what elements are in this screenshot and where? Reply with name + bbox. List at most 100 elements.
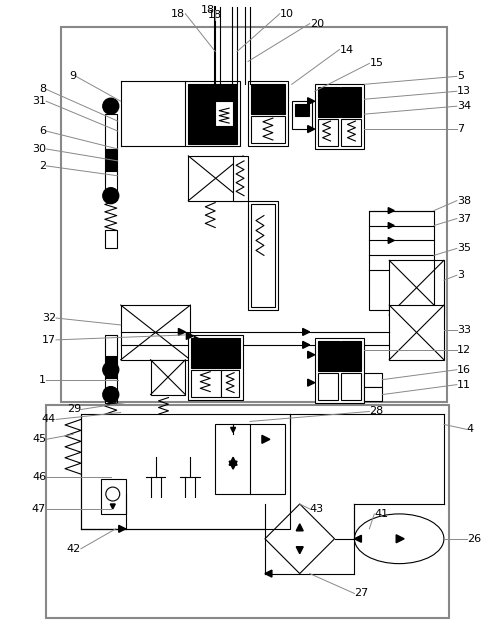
Polygon shape (194, 336, 201, 343)
Text: 4: 4 (466, 424, 473, 435)
Circle shape (103, 362, 119, 378)
Text: 12: 12 (456, 345, 470, 355)
Bar (215, 101, 232, 126)
Text: 5: 5 (456, 72, 463, 81)
Text: 34: 34 (456, 101, 470, 111)
Text: 18: 18 (171, 9, 185, 19)
Polygon shape (228, 461, 236, 469)
Bar (105, 335, 117, 356)
Polygon shape (302, 341, 309, 348)
Polygon shape (230, 427, 235, 433)
Bar (188, 84, 236, 144)
Text: 35: 35 (456, 243, 470, 254)
Polygon shape (110, 504, 115, 509)
Text: 9: 9 (69, 72, 76, 81)
Bar (191, 370, 221, 397)
Polygon shape (302, 328, 309, 335)
Polygon shape (178, 328, 185, 335)
Text: 27: 27 (354, 589, 368, 599)
Bar (364, 373, 381, 387)
Polygon shape (387, 222, 393, 229)
Bar (185, 81, 239, 146)
Text: 3: 3 (456, 270, 463, 281)
Text: 45: 45 (32, 435, 46, 444)
Bar (341, 88, 361, 117)
Bar (215, 424, 284, 494)
Bar (105, 231, 117, 249)
Bar (314, 338, 364, 403)
Polygon shape (387, 208, 393, 213)
Text: 20: 20 (309, 19, 323, 29)
Text: 32: 32 (42, 313, 56, 323)
Polygon shape (354, 535, 361, 543)
Text: 26: 26 (466, 534, 480, 544)
Polygon shape (262, 435, 270, 443)
Bar (317, 88, 339, 117)
Text: 18: 18 (201, 4, 215, 15)
Text: 10: 10 (279, 9, 293, 19)
Bar (150, 360, 185, 394)
Bar (247, 81, 287, 146)
Text: 6: 6 (39, 126, 46, 136)
Bar (247, 201, 277, 310)
Bar (388, 260, 443, 315)
Bar (232, 156, 247, 201)
Bar (341, 373, 361, 399)
Bar (294, 104, 308, 116)
Text: 30: 30 (32, 144, 46, 154)
Bar (317, 373, 337, 399)
Text: 13: 13 (456, 86, 470, 96)
Text: 47: 47 (32, 504, 46, 514)
Bar (364, 387, 381, 401)
Bar (250, 84, 284, 114)
Bar (317, 119, 337, 146)
Text: 31: 31 (32, 96, 46, 106)
Text: 41: 41 (374, 509, 388, 519)
Bar (221, 370, 238, 397)
Bar (105, 378, 117, 403)
Text: 17: 17 (42, 335, 56, 345)
Text: 38: 38 (456, 196, 470, 206)
Text: 14: 14 (339, 45, 353, 54)
Text: 8: 8 (39, 84, 46, 95)
Polygon shape (307, 126, 314, 132)
Bar (105, 114, 117, 149)
Text: 33: 33 (456, 325, 470, 335)
Text: 16: 16 (456, 365, 470, 374)
Text: 1: 1 (39, 374, 46, 385)
Text: 44: 44 (42, 415, 56, 424)
Text: 37: 37 (456, 213, 470, 224)
Bar (120, 305, 190, 360)
Polygon shape (296, 524, 303, 531)
Circle shape (103, 387, 119, 403)
Bar (250, 204, 275, 307)
Polygon shape (296, 547, 303, 554)
Bar (317, 341, 339, 371)
Bar (188, 335, 242, 399)
Polygon shape (307, 98, 314, 105)
Text: 11: 11 (456, 380, 470, 390)
Bar (341, 341, 361, 371)
Bar (188, 156, 242, 201)
Bar (46, 404, 448, 619)
Circle shape (103, 98, 119, 114)
Polygon shape (228, 458, 236, 465)
Polygon shape (186, 332, 193, 339)
Text: 7: 7 (456, 124, 463, 134)
Polygon shape (307, 379, 314, 386)
Bar (250, 116, 284, 143)
Bar (101, 479, 125, 514)
Text: 28: 28 (369, 406, 383, 417)
Text: 43: 43 (309, 504, 323, 514)
Bar (81, 415, 289, 529)
Bar (369, 211, 433, 310)
Bar (341, 119, 361, 146)
Bar (291, 101, 311, 129)
Text: 18: 18 (208, 10, 222, 20)
Bar (105, 149, 117, 171)
Circle shape (103, 188, 119, 204)
Bar (61, 27, 446, 401)
Bar (191, 338, 239, 367)
Bar (314, 84, 364, 149)
Text: 29: 29 (67, 404, 81, 415)
